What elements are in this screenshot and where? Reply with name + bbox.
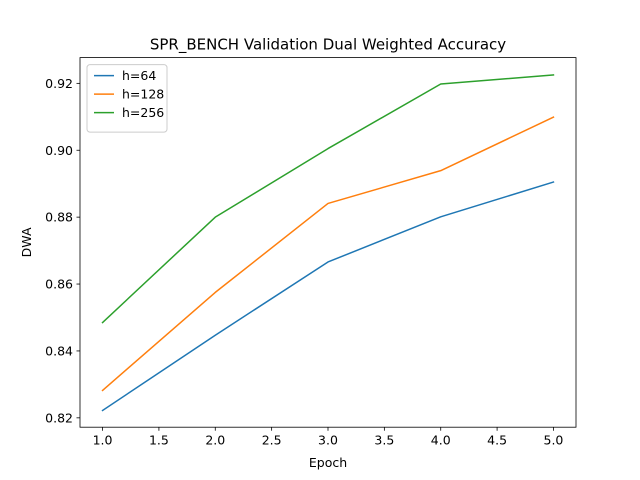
series-line-3 (101, 74, 555, 324)
y-tick-label: 0.92 (45, 76, 73, 91)
x-tick-label: 4.0 (431, 433, 451, 448)
x-tick-label: 4.5 (487, 433, 507, 448)
x-tick-label: 1.5 (149, 433, 169, 448)
legend-box (86, 64, 168, 133)
y-tick-label: 0.90 (45, 143, 73, 158)
y-tick-label: 0.86 (45, 277, 73, 292)
x-axis-label: Epoch (309, 455, 347, 470)
series-line-2 (101, 116, 555, 392)
legend-label-3: h=256 (122, 105, 164, 120)
x-tick-label: 2.0 (205, 433, 225, 448)
legend: h=64 h=128 h=256 (86, 64, 168, 133)
y-tick-label: 0.82 (45, 410, 73, 425)
series-layer (101, 74, 555, 412)
y-axis-label: DWA (19, 227, 34, 257)
x-tick-label: 2.5 (262, 433, 282, 448)
x-tick-label: 5.0 (544, 433, 564, 448)
axes-layer: 1.0 1.5 2.0 2.5 3.0 3.5 4.0 4.5 5.0 0.82 0.84 0.86 0… (45, 57, 577, 448)
chart-title: SPR_BENCH Validation Dual Weighted Accur… (150, 36, 506, 55)
y-tick-label: 0.84 (45, 343, 73, 358)
x-tick-label: 3.0 (318, 433, 338, 448)
y-tick-label: 0.88 (45, 210, 73, 225)
legend-label-1: h=64 (122, 68, 156, 83)
legend-label-2: h=128 (122, 87, 164, 102)
series-line-1 (101, 181, 555, 412)
x-tick-label: 1.0 (93, 433, 113, 448)
x-tick-label: 3.5 (374, 433, 394, 448)
